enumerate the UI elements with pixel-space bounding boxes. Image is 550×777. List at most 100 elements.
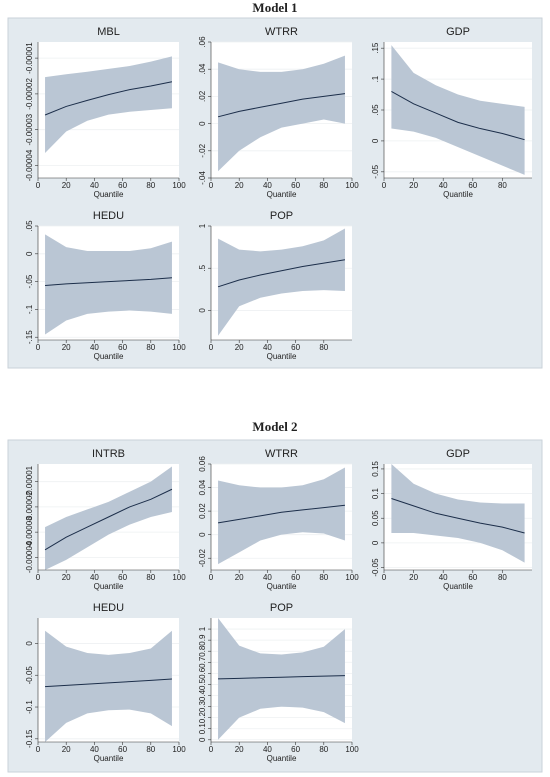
y-tick-label: 0.1 [371,487,380,499]
x-tick-label: 40 [263,181,272,190]
x-tick-label: 100 [172,343,186,352]
x-tick-label: 60 [291,573,300,582]
x-tick-label: 80 [319,573,328,582]
y-tick-label: .1 [371,75,380,82]
confidence-band [45,234,172,335]
x-tick-label: 100 [172,181,186,190]
y-tick-label: 0 [25,641,34,646]
y-tick-label: 0.06 [198,456,207,472]
x-tick-label: 60 [291,343,300,352]
estimate-line [44,81,173,116]
x-tick-label: 0 [382,181,387,190]
x-tick-label: 100 [172,573,186,582]
estimate-line [391,498,525,534]
x-axis-label: Quantile [267,582,297,591]
x-tick-label: 40 [90,573,99,582]
x-tick-label: 100 [345,745,359,754]
y-tick-label: -.04 [198,171,207,185]
confidence-band [218,55,345,172]
panel-title: HEDU [93,602,124,614]
x-axis-label: Quantile [94,754,124,763]
x-tick-label: 100 [345,573,359,582]
y-tick-label: 0 [371,540,380,545]
x-tick-label: 80 [319,745,328,754]
panel-title: GDP [446,448,470,460]
x-axis-label: Quantile [267,352,297,361]
x-tick-label: 100 [345,181,359,190]
y-tick-label: -0.05 [25,666,34,685]
confidence-band [391,464,525,563]
estimate-line [391,91,525,141]
x-axis-label: Quantile [94,352,124,361]
panel-title: GDP [446,26,470,38]
panel-title: HEDU [93,210,124,222]
y-tick-label: 0 [198,308,207,313]
x-axis-label: Quantile [267,754,297,763]
y-tick-label: 0 [198,532,207,537]
x-tick-label: 0 [382,573,387,582]
x-tick-label: 20 [62,343,71,352]
panel-title: WTRR [265,448,298,460]
confidence-band [218,228,345,336]
y-tick-label: .05 [371,104,380,116]
estimate-line [218,675,345,680]
x-tick-label: 80 [498,181,507,190]
y-tick-label: -.02 [198,143,207,157]
y-tick-label: .15 [371,42,380,54]
x-axis-label: Quantile [94,582,124,591]
panel-title: POP [270,210,293,222]
x-tick-label: 40 [263,343,272,352]
model-heading: Model 2 [252,419,297,434]
y-tick-label: -0.15 [25,729,34,748]
estimate-line [45,678,172,688]
estimate-line [45,277,172,286]
model-heading: Model 1 [252,0,297,15]
confidence-band [218,467,345,565]
y-tick-label: 0 [371,138,380,143]
x-tick-label: 20 [409,573,418,582]
x-tick-label: 40 [263,573,272,582]
x-tick-label: 20 [235,745,244,754]
x-tick-label: 80 [146,343,155,352]
y-tick-label: -0.00003 [25,113,34,145]
x-tick-label: 20 [235,343,244,352]
x-tick-label: 80 [146,181,155,190]
y-tick-label: -0.00002 [25,78,34,110]
x-tick-label: 20 [62,573,71,582]
estimate-line [217,504,346,524]
x-tick-label: 60 [468,573,477,582]
x-tick-label: 0 [36,343,41,352]
y-tick-label: 0.7 [198,656,207,668]
x-tick-label: 40 [439,181,448,190]
x-tick-label: 80 [146,745,155,754]
x-tick-label: 0 [209,181,214,190]
y-tick-label: 0.2 [198,712,207,724]
y-tick-label: -0.00004 [25,541,34,573]
y-tick-label: .5 [198,264,207,271]
x-tick-label: 0 [209,573,214,582]
x-tick-label: 20 [235,573,244,582]
y-tick-label: .04 [198,63,207,75]
x-tick-label: 60 [118,745,127,754]
x-tick-label: 20 [409,181,418,190]
y-tick-label: -0.00003 [25,516,34,548]
y-tick-label: -0.1 [25,700,34,714]
confidence-band [45,630,172,742]
y-tick-label: 0.4 [198,689,207,701]
x-tick-label: 60 [118,343,127,352]
y-tick-label: 0.04 [198,479,207,495]
y-tick-label: -.1 [25,304,34,314]
x-tick-label: 20 [62,745,71,754]
confidence-band [45,56,172,153]
y-tick-label: 0.3 [198,700,207,712]
y-tick-label: 0.6 [198,667,207,679]
y-tick-label: -.15 [25,330,34,344]
y-tick-label: 0.02 [198,503,207,519]
y-tick-label: -0.00002 [25,491,34,523]
y-tick-label: 0.05 [371,510,380,526]
y-tick-label: 0.1 [198,723,207,735]
x-tick-label: 40 [90,343,99,352]
estimate-line [217,93,346,118]
confidence-band [45,466,172,570]
panel-title: WTRR [265,26,298,38]
